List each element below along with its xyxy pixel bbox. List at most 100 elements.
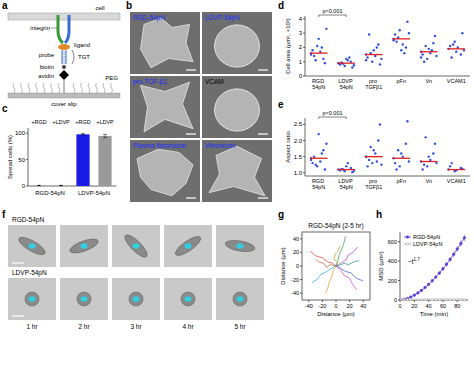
label: 60 [440, 303, 446, 309]
panel-letter: c [2, 103, 8, 114]
point [322, 149, 324, 151]
label: 0 [398, 303, 401, 309]
line [336, 236, 346, 266]
legend-swatch [404, 237, 411, 238]
tick [363, 300, 364, 302]
marker [463, 298, 466, 300]
marker [449, 298, 452, 300]
biotin [62, 65, 66, 69]
point [452, 43, 454, 45]
point [406, 120, 408, 122]
point [424, 45, 426, 47]
point [314, 164, 316, 166]
error-bar [435, 275, 436, 278]
label: cell [95, 5, 104, 11]
panel-letter: g [278, 209, 284, 220]
plot-area [37, 134, 112, 186]
nucleus [29, 296, 36, 302]
y-axis [305, 16, 306, 76]
mean-line [420, 161, 438, 162]
y-axis [305, 118, 306, 176]
mean-line [310, 52, 328, 53]
point [428, 48, 430, 50]
point [366, 56, 368, 58]
error-bar [439, 271, 440, 275]
label: 80 [454, 303, 460, 309]
label: VCAM [205, 78, 224, 85]
category-label: VCAM1 [447, 178, 466, 184]
mean-line [365, 54, 383, 55]
bar [76, 134, 89, 186]
point [435, 162, 437, 164]
annotation-exponent: 1.7 [414, 257, 421, 262]
label-part: VCAM1 [447, 178, 466, 184]
error-bar [103, 134, 107, 137]
bracket [319, 117, 347, 119]
tick [303, 33, 305, 34]
label: p<0.001 [322, 110, 342, 116]
frame [302, 232, 370, 300]
marker [413, 294, 416, 297]
tick [26, 159, 28, 160]
tick [300, 293, 302, 294]
range-end [468, 232, 469, 300]
tick [303, 61, 305, 62]
category-label: pFn [397, 78, 406, 84]
error-bar [457, 246, 458, 252]
label-part: TGFβ1 [365, 84, 382, 90]
tick [300, 279, 302, 280]
point [369, 146, 371, 148]
micrograph [216, 225, 264, 267]
tick [336, 300, 337, 302]
tick [303, 156, 305, 157]
scale-bar [258, 197, 268, 198]
error-bar [414, 294, 415, 296]
marker [417, 299, 420, 300]
point [402, 155, 404, 157]
point [395, 168, 397, 170]
point [376, 160, 378, 162]
point [432, 42, 434, 44]
annotation: ~t1.7 [408, 257, 420, 265]
peg-chain [81, 83, 83, 93]
point [421, 53, 423, 55]
avidin [59, 70, 69, 80]
marker [442, 298, 445, 300]
panel-letter: a [2, 0, 8, 11]
integrin-beta [65, 15, 69, 43]
label: 1 hr [26, 323, 38, 330]
point [421, 168, 423, 170]
point [426, 165, 428, 167]
line [326, 266, 336, 293]
point [449, 165, 451, 167]
micrograph [164, 278, 212, 320]
point [408, 32, 410, 34]
label-part: 54pN [340, 84, 353, 90]
nucleus [81, 296, 88, 302]
label: Vitronectin [205, 142, 236, 149]
error-bar [464, 235, 465, 241]
label: 4 [299, 16, 303, 22]
probe-rung [62, 54, 66, 55]
tick [442, 300, 443, 302]
label: 0 [22, 183, 26, 189]
label: Distance (μm) [280, 247, 286, 284]
point [324, 62, 326, 64]
label: 0 [296, 263, 299, 269]
marker [452, 298, 455, 300]
point [322, 58, 324, 60]
point [408, 160, 410, 162]
micrograph [164, 225, 212, 267]
point [434, 143, 436, 145]
mean-line [337, 62, 355, 63]
integrin-alpha [58, 15, 63, 43]
plot-area [310, 236, 363, 293]
marker [402, 299, 405, 300]
point [460, 53, 462, 55]
label: 1.0 [294, 170, 303, 176]
panel-letter: e [278, 99, 284, 110]
point [423, 61, 425, 63]
probe-rung [62, 60, 66, 61]
label: 1 [299, 59, 303, 65]
label: p<0.001 [322, 8, 342, 14]
